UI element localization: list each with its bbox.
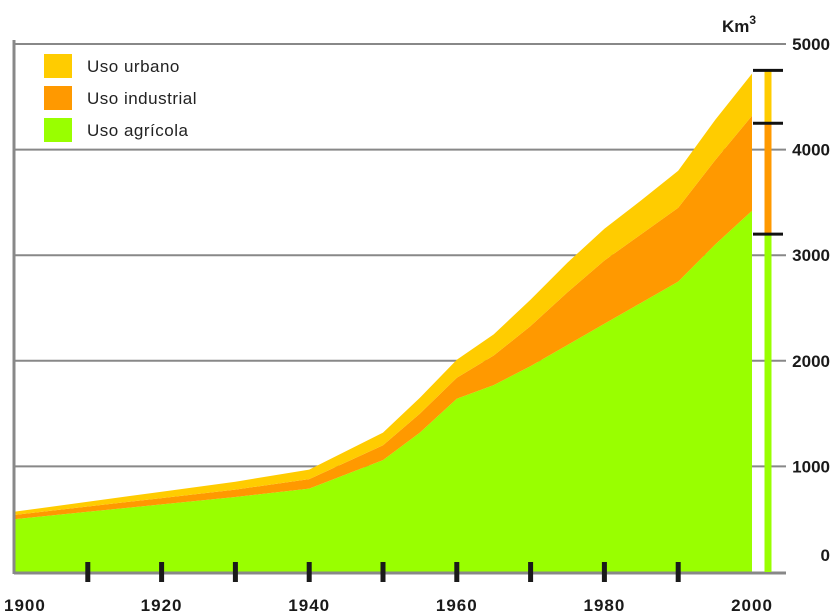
legend-label: Uso urbano [87,57,180,76]
axes [12,40,786,582]
x-tick-mark [306,562,312,582]
x-tick-mark [85,562,91,582]
bar-2000-segment [764,70,772,124]
legend-label: Uso agrícola [87,121,188,140]
x-tick-label: 1940 [288,596,330,615]
unit-superscript: 3 [749,13,756,27]
y-tick-labels: 0 1000 2000 3000 4000 5000 [792,35,830,565]
legend-swatch [44,86,72,110]
unit-label: Km3 [722,13,756,36]
x-tick-label: 1920 [141,596,183,615]
x-tick-mark [232,562,238,582]
x-tick-mark [159,562,165,582]
y-tick-label: 3000 [792,246,830,265]
area-industrial [14,115,752,520]
x-tick-label: 1960 [436,596,478,615]
area-agricola [14,210,752,573]
x-tick-mark [601,562,607,582]
unit-text: Km [722,17,749,36]
x-tick-labels: 1900 1920 1940 1960 1980 2000 [4,596,773,615]
area-series [14,73,752,573]
bar-2000-segment [764,123,772,235]
legend-label: Uso industrial [87,89,197,108]
x-tick-mark [528,562,534,582]
y-tick-label: 5000 [792,35,830,54]
x-tick-label: 2000 [731,596,773,615]
y-tick-label: 4000 [792,141,830,160]
x-tick-mark [380,562,386,582]
legend-swatch [44,54,72,78]
y-tick-label: 1000 [792,457,830,476]
x-tick-label: 1980 [583,596,625,615]
x-tick-mark [675,562,681,582]
x-tick-label: 1900 [4,596,46,615]
y-tick-label: 0 [821,546,830,565]
legend: Uso urbano Uso industrial Uso agrícola [44,54,197,142]
x-tick-mark [454,562,460,582]
legend-swatch [44,118,72,142]
bar-2000-segment [764,234,772,572]
bar-2000 [753,68,783,572]
y-tick-label: 2000 [792,352,830,371]
